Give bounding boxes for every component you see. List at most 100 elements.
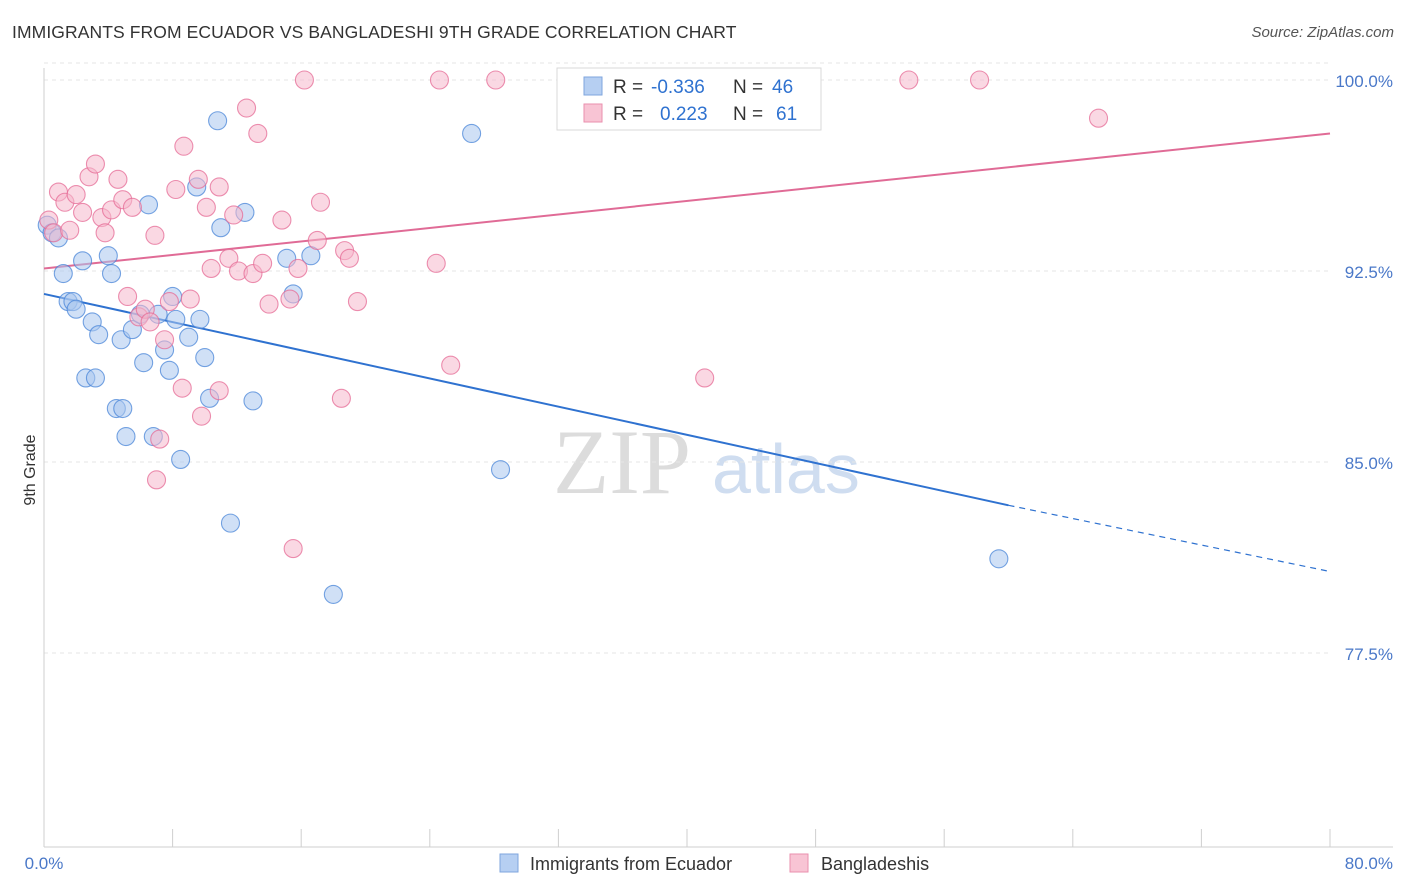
legend-r-value-1: -0.336: [651, 77, 705, 98]
point-bangladeshis-55: [429, 70, 449, 90]
point-bangladeshis-58: [899, 70, 919, 90]
legend-swatch-bangladeshis: [583, 103, 603, 123]
y-tick-label-3: 100.0%: [1335, 72, 1393, 91]
point-bangladeshis-53: [426, 253, 446, 273]
point-bangladeshis-51: [339, 248, 359, 268]
trend-line-ecuador-extension: [1008, 504, 1331, 573]
legend-n-label-1: N =: [733, 77, 763, 98]
point-bangladeshis-25: [172, 378, 192, 398]
point-bangladeshis-47: [307, 230, 327, 250]
point-bangladeshis-59: [970, 70, 990, 90]
point-ecuador-27: [166, 309, 186, 329]
point-ecuador-32: [195, 348, 215, 368]
point-bangladeshis-12: [108, 169, 128, 189]
series-legend-label-ecuador: Immigrants from Ecuador: [530, 854, 732, 874]
point-ecuador-42: [323, 584, 343, 604]
point-bangladeshis-19: [145, 225, 165, 245]
point-ecuador-44: [490, 460, 511, 480]
x-tick-label-0: 0.0%: [25, 854, 64, 873]
point-ecuador-25: [159, 360, 179, 380]
point-bangladeshis-60: [1088, 108, 1109, 128]
series-legend-swatch-ecuador: [499, 853, 519, 873]
point-ecuador-11: [85, 368, 105, 388]
point-bangladeshis-56: [486, 70, 506, 90]
point-ecuador-31: [190, 309, 210, 329]
y-tick-label-0: 77.5%: [1345, 645, 1393, 664]
point-bangladeshis-37: [236, 98, 257, 118]
point-bangladeshis-5: [66, 185, 86, 205]
point-bangladeshis-45: [288, 258, 308, 279]
point-ecuador-20: [134, 353, 154, 373]
point-bangladeshis-35: [224, 205, 244, 225]
gridlines: [44, 62, 1330, 654]
point-bangladeshis-23: [159, 292, 179, 312]
point-bangladeshis-21: [146, 470, 167, 490]
legend-r-label-2: R =: [613, 104, 643, 125]
point-bangladeshis-1: [44, 223, 64, 243]
series-legend-label-bangladeshis: Bangladeshis: [821, 854, 929, 874]
point-ecuador-35: [211, 218, 231, 238]
point-bangladeshis-30: [196, 197, 216, 217]
point-bangladeshis-41: [259, 294, 279, 314]
point-bangladeshis-33: [209, 381, 229, 401]
point-ecuador-36: [220, 513, 241, 533]
point-bangladeshis-8: [85, 154, 105, 174]
point-bangladeshis-28: [188, 169, 208, 189]
data-points: [37, 70, 1109, 604]
point-ecuador-43: [462, 123, 482, 144]
series-legend-swatch-bangladeshis: [789, 853, 809, 873]
point-bangladeshis-48: [310, 192, 331, 212]
point-bangladeshis-49: [331, 388, 351, 408]
axes: 77.5% 85.0% 92.5% 100.0% 0.0% 80.0%: [25, 68, 1393, 873]
point-bangladeshis-14: [118, 286, 138, 307]
point-bangladeshis-44: [283, 539, 303, 559]
point-ecuador-12: [98, 246, 118, 266]
point-bangladeshis-54: [441, 355, 461, 375]
legend-n-value-1: 46: [772, 77, 793, 98]
point-bangladeshis-4: [60, 220, 80, 240]
legend-n-value-2: 61: [776, 104, 797, 125]
point-bangladeshis-39: [248, 123, 268, 144]
point-ecuador-15: [113, 398, 133, 419]
point-bangladeshis-34: [219, 248, 239, 268]
point-ecuador-17: [116, 426, 136, 447]
point-bangladeshis-32: [209, 177, 229, 197]
point-bangladeshis-46: [294, 70, 314, 90]
point-ecuador-3: [53, 263, 73, 284]
y-tick-label-1: 85.0%: [1345, 454, 1393, 473]
watermark-atlas: atlas: [712, 430, 860, 508]
point-ecuador-28: [171, 449, 191, 470]
point-bangladeshis-40: [253, 253, 273, 273]
point-bangladeshis-42: [272, 210, 292, 230]
series-legend: Immigrants from Ecuador Bangladeshis: [499, 853, 929, 874]
legend-swatch-ecuador: [583, 76, 603, 96]
legend-r-label-1: R =: [613, 77, 643, 98]
point-bangladeshis-31: [201, 258, 221, 279]
trend-line-ecuador: [43, 292, 1009, 507]
point-ecuador-13: [101, 263, 122, 284]
point-bangladeshis-24: [166, 179, 186, 200]
chart-title: IMMIGRANTS FROM ECUADOR VS BANGLADESHI 9…: [12, 22, 737, 42]
point-ecuador-7: [73, 251, 93, 271]
stats-legend: R = -0.336 N = 46 R = 0.223 N = 61: [556, 67, 822, 131]
point-bangladeshis-43: [280, 289, 300, 309]
point-bangladeshis-29: [191, 406, 212, 426]
point-ecuador-21: [138, 195, 159, 215]
trend-line-bangladeshis: [43, 132, 1331, 270]
point-bangladeshis-27: [180, 289, 200, 309]
point-bangladeshis-10: [95, 223, 115, 243]
trend-lines: [43, 132, 1331, 573]
point-bangladeshis-57: [695, 368, 715, 388]
point-ecuador-29: [179, 327, 199, 347]
point-ecuador-38: [243, 391, 263, 411]
point-bangladeshis-26: [174, 136, 194, 156]
point-ecuador-45: [989, 549, 1009, 569]
legend-n-label-2: N =: [733, 104, 763, 125]
point-ecuador-6: [66, 299, 86, 319]
point-bangladeshis-52: [347, 292, 368, 312]
source-label: Source: ZipAtlas.com: [1251, 24, 1394, 41]
point-ecuador-34: [208, 111, 228, 131]
point-bangladeshis-20: [150, 429, 170, 449]
y-axis-label: 9th Grade: [22, 434, 39, 505]
